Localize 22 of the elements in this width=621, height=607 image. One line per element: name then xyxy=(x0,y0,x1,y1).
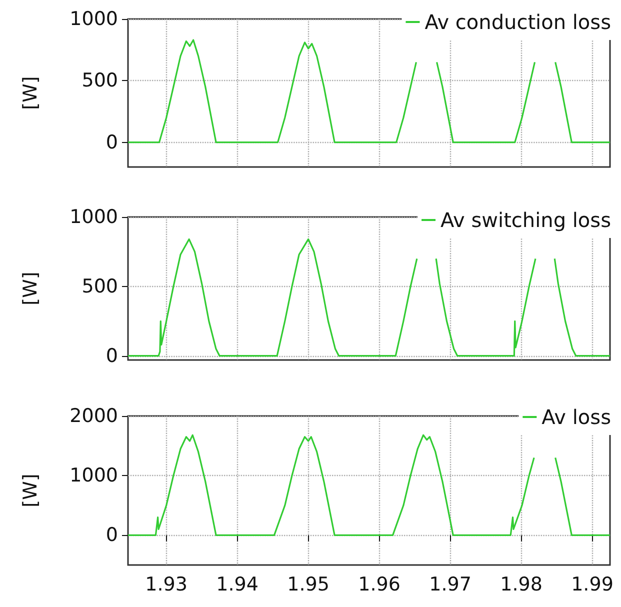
x-tick-label: 1.98 xyxy=(500,574,542,596)
x-tick-label: 1.97 xyxy=(429,574,472,596)
y-axis-title: [W] xyxy=(20,76,42,110)
y-tick-label: 500 xyxy=(82,70,118,92)
y-tick-label: 1000 xyxy=(70,464,118,487)
x-tick-label: 1.99 xyxy=(571,574,614,596)
y-tick-label: 1000 xyxy=(70,206,118,228)
legend-label: Av switching loss xyxy=(440,208,611,232)
legend-label: Av loss xyxy=(542,405,612,429)
y-tick-label: 500 xyxy=(82,275,118,298)
x-tick-label: 1.95 xyxy=(287,574,330,596)
y-tick-label: 2000 xyxy=(70,405,118,427)
y-tick-label: 0 xyxy=(106,524,118,546)
x-tick-label: 1.94 xyxy=(216,574,258,596)
x-tick-label: 1.96 xyxy=(358,574,400,596)
x-tick-label: 1.93 xyxy=(145,574,188,596)
y-axis-title: [W] xyxy=(20,272,42,306)
legend-label: Av conduction loss xyxy=(424,10,611,34)
y-tick-label: 0 xyxy=(106,344,118,367)
y-tick-label: 0 xyxy=(106,131,118,154)
y-axis-title: [W] xyxy=(20,474,42,508)
y-tick-label: 1000 xyxy=(70,8,118,30)
